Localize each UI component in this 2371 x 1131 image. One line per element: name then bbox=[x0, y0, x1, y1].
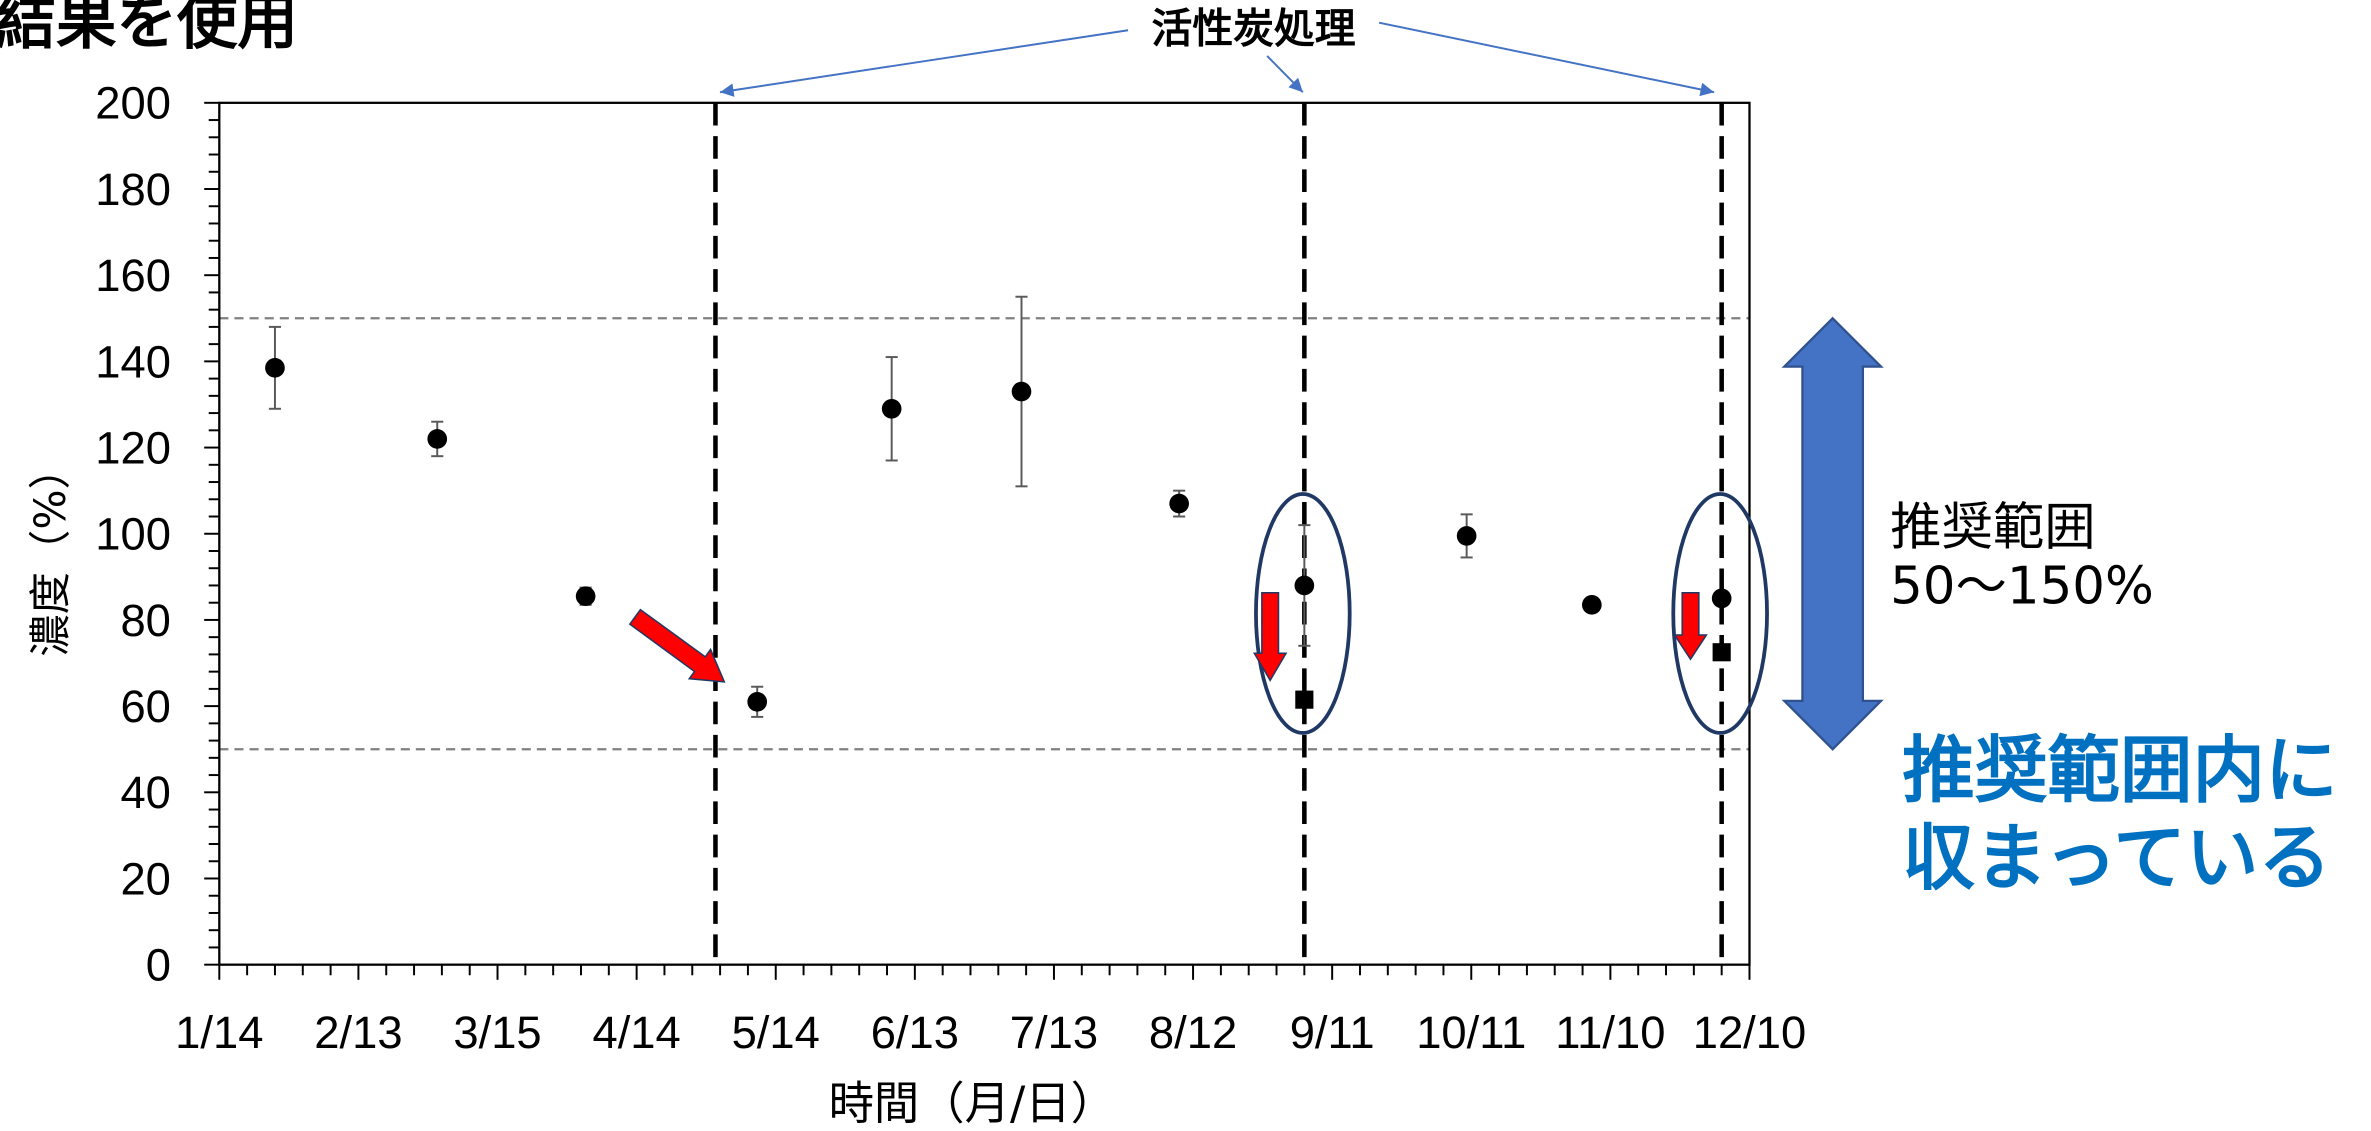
treatment-pointer-arrow bbox=[719, 29, 1129, 97]
treatment-pointer-arrow bbox=[1266, 55, 1304, 93]
red-arrow bbox=[1252, 591, 1288, 682]
y-tick-label: 160 bbox=[95, 250, 171, 301]
data-point bbox=[1456, 526, 1477, 546]
y-tick-label: 80 bbox=[120, 595, 170, 646]
highlight-ellipse bbox=[1671, 492, 1769, 735]
x-axis: 1/14 2/13 3/15 4/14 5/14 6/13 7/13 8/12 9/11 10/1… bbox=[175, 964, 1807, 1058]
x-axis-title: 時間（月/日） bbox=[829, 1077, 1116, 1130]
slide-heading: 結果を使用 bbox=[0, 0, 298, 57]
x-tick-label: 9/11 bbox=[1290, 1007, 1375, 1058]
x-tick-label: 8/12 bbox=[1149, 1007, 1237, 1058]
data-point bbox=[427, 429, 448, 449]
y-axis: 0 20 40 60 80 100 120 140 160 180 200 bbox=[95, 78, 220, 991]
x-tick-label: 11/10 bbox=[1555, 1007, 1665, 1058]
y-tick-label: 0 bbox=[146, 940, 171, 991]
data-point bbox=[881, 398, 902, 419]
red-arrow bbox=[1673, 591, 1708, 661]
recommended-range-label: 推奨範囲 bbox=[1890, 497, 2096, 557]
x-tick-label: 1/14 bbox=[175, 1007, 263, 1058]
data-point bbox=[575, 586, 596, 607]
recommended-range-indicator bbox=[1781, 316, 1884, 751]
treatment-pointers bbox=[719, 21, 1715, 97]
x-tick-label: 5/14 bbox=[732, 1007, 820, 1058]
x-tick-label: 7/13 bbox=[1010, 1007, 1098, 1058]
plot-border bbox=[218, 101, 1751, 966]
x-tick-label: 12/10 bbox=[1693, 1007, 1807, 1058]
x-tick-label: 3/15 bbox=[453, 1007, 541, 1058]
conclusion-line-1: 推奨範囲内に bbox=[1902, 729, 2337, 813]
data-point bbox=[1169, 493, 1189, 514]
conclusion-line-2: 収まっている bbox=[1902, 817, 2331, 901]
annotations bbox=[628, 492, 1769, 735]
y-tick-label: 120 bbox=[95, 422, 171, 473]
y-axis-title: 濃度（%） bbox=[26, 447, 75, 657]
reference-lines bbox=[219, 317, 1750, 751]
y-tick-label: 100 bbox=[95, 509, 171, 560]
treatment-pointer-arrow bbox=[1378, 21, 1715, 97]
data-point bbox=[1011, 381, 1032, 402]
data-point bbox=[265, 358, 285, 378]
highlight-ellipse bbox=[1254, 492, 1352, 735]
y-tick-label: 60 bbox=[120, 681, 170, 732]
error-bars bbox=[268, 295, 1473, 718]
data-point bbox=[747, 691, 768, 712]
y-tick-label: 40 bbox=[120, 767, 170, 818]
x-tick-label: 6/13 bbox=[871, 1007, 959, 1058]
range-double-arrow bbox=[1781, 316, 1884, 751]
y-tick-label: 140 bbox=[95, 336, 171, 387]
data-point-square bbox=[1295, 690, 1314, 709]
treatment-label: 活性炭処理 bbox=[1152, 4, 1356, 52]
data-point bbox=[1294, 575, 1315, 596]
y-tick-label: 180 bbox=[95, 164, 171, 215]
recommended-range-values: 50～150% bbox=[1890, 556, 2154, 616]
data-point-square bbox=[1712, 643, 1731, 662]
y-tick-label: 20 bbox=[120, 853, 170, 904]
red-arrow bbox=[628, 608, 726, 683]
data-point bbox=[1711, 588, 1732, 609]
x-tick-label: 2/13 bbox=[314, 1007, 402, 1058]
y-tick-label: 200 bbox=[95, 78, 171, 129]
x-tick-label: 4/14 bbox=[592, 1007, 680, 1058]
data-markers bbox=[265, 358, 1732, 712]
data-point bbox=[1582, 595, 1602, 615]
treatment-lines bbox=[713, 102, 1724, 965]
x-tick-label: 10/11 bbox=[1416, 1007, 1526, 1058]
